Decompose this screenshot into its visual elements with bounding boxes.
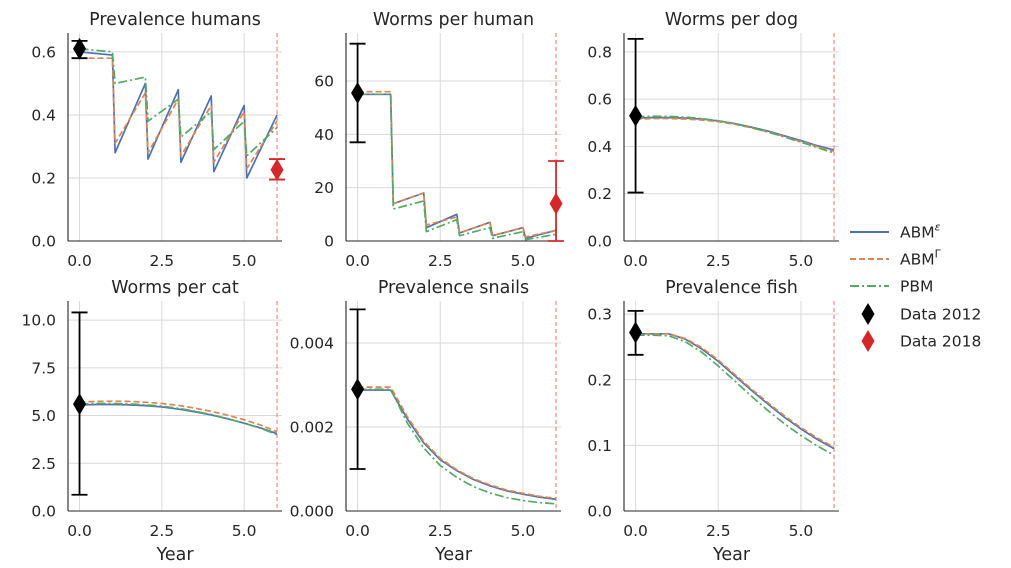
subplot-5: 0.000 0.002 0.004 0.0 2.5 5.0 Prevalence snail… (290, 278, 561, 565)
legend-marker-data-2018 (861, 330, 875, 352)
series-line-abm-gamma (635, 117, 835, 153)
x-tick-label: 5.0 (789, 522, 814, 540)
subplot-6: 0.0 0.1 0.2 0.3 0.0 2.5 5.0 Prevalence fish Year (587, 278, 839, 565)
legend-sup-gamma: Γ (935, 248, 942, 261)
subplot-title: Worms per human (373, 10, 534, 30)
series-line-abm-gamma (357, 386, 557, 500)
x-tick-label: 2.5 (150, 522, 175, 540)
legend-label-data-2018: Data 2018 (900, 333, 981, 351)
legend: ABMε ABMΓ PBM Data 2012 Data 2018 (850, 221, 981, 352)
marker-data-2012 (629, 104, 643, 127)
y-tick-label: 0.0 (31, 233, 56, 251)
y-tick-label: 0.0 (587, 233, 612, 251)
subplot-grid: 0.0 0.2 0.4 0.6 0.0 2.5 5.0 Prevalence humans 0 2… (21, 10, 839, 565)
marker-data-2012 (351, 378, 365, 401)
x-axis-label: Year (712, 545, 751, 565)
subplot-title: Prevalence humans (89, 10, 261, 30)
subplot-title: Prevalence fish (665, 278, 798, 298)
y-tick-label: 0.002 (290, 419, 334, 437)
marker-data-2012 (351, 82, 365, 104)
x-tick-label: 2.5 (428, 252, 453, 270)
series-line-abm-eps (357, 389, 557, 501)
marker-data-2018 (270, 158, 284, 181)
series-line-abm-eps (79, 403, 278, 435)
x-tick-label: 5.0 (789, 252, 814, 270)
x-tick-label: 2.5 (706, 522, 731, 540)
marker-data-2012 (73, 37, 87, 60)
marker-data-2012 (629, 321, 643, 344)
x-tick-label: 5.0 (511, 522, 536, 540)
x-tick-label: 2.5 (428, 522, 453, 540)
series-line-abm-gamma (79, 57, 278, 170)
y-tick-label: 2.5 (31, 455, 56, 473)
y-tick-label: 0.6 (587, 91, 612, 109)
y-tick-label: 0.3 (587, 306, 612, 324)
legend-sup-epsilon: ε (935, 221, 941, 234)
x-axis-label: Year (155, 545, 194, 565)
legend-label-data-2012: Data 2012 (900, 306, 981, 324)
y-tick-label: 0.2 (31, 169, 56, 187)
subplot-title: Prevalence snails (378, 278, 529, 298)
x-tick-label: 0.0 (623, 252, 648, 270)
x-tick-label: 0.0 (67, 252, 92, 270)
series-line-abm-eps (357, 93, 557, 240)
y-tick-label: 0 (324, 233, 334, 251)
x-tick-label: 2.5 (150, 252, 175, 270)
marker-data-2012 (73, 393, 87, 416)
x-tick-label: 0.0 (67, 522, 92, 540)
x-tick-label: 2.5 (706, 252, 731, 270)
legend-label-abm-gamma: ABMΓ (900, 248, 942, 269)
series-line-pbm (635, 115, 835, 154)
series-line-abm-gamma (79, 400, 278, 433)
series-line-pbm (79, 402, 278, 436)
marker-data-2018 (549, 192, 563, 215)
y-tick-label: 0.000 (290, 503, 334, 521)
x-tick-label: 0.0 (345, 252, 370, 270)
series-line-pbm (79, 47, 278, 157)
x-tick-label: 0.0 (345, 522, 370, 540)
subplot-4: 0.0 2.5 5.0 7.5 10.0 0.0 2.5 5.0 Worms per cat Ye… (21, 278, 282, 565)
y-tick-label: 0.004 (290, 335, 334, 353)
subplot-3: 0.0 0.2 0.4 0.6 0.8 0.0 2.5 5.0 Worms per dog (587, 10, 839, 270)
x-tick-label: 5.0 (232, 522, 257, 540)
subplot-title: Worms per cat (111, 278, 239, 298)
y-tick-label: 0.4 (31, 106, 56, 124)
y-tick-label: 0.1 (587, 437, 612, 455)
legend-marker-data-2012 (861, 303, 875, 325)
y-tick-label: 0.0 (587, 503, 612, 521)
x-tick-label: 0.0 (623, 522, 648, 540)
y-tick-label: 10.0 (21, 312, 56, 330)
series-line-pbm (357, 388, 557, 505)
subplot-2: 0 20 40 60 0.0 2.5 5.0 Worms per human (314, 10, 565, 270)
legend-label-pbm: PBM (900, 278, 933, 296)
x-tick-label: 5.0 (511, 252, 536, 270)
subplot-1: 0.0 0.2 0.4 0.6 0.0 2.5 5.0 Prevalence humans (31, 10, 286, 270)
y-tick-label: 0.2 (587, 371, 612, 389)
y-tick-label: 0.8 (587, 43, 612, 61)
legend-label-abm-eps: ABMε (900, 221, 941, 242)
y-tick-label: 40 (314, 126, 334, 144)
series-line-abm-eps (635, 332, 835, 450)
y-tick-label: 0.6 (31, 43, 56, 61)
series-line-abm-gamma (635, 332, 835, 449)
y-tick-label: 60 (314, 73, 334, 91)
y-tick-label: 0.4 (587, 138, 612, 156)
series-line-pbm (635, 334, 835, 456)
y-tick-label: 5.0 (31, 407, 56, 425)
y-tick-label: 20 (314, 179, 334, 197)
x-axis-label: Year (434, 545, 473, 565)
y-tick-label: 0.2 (587, 185, 612, 203)
y-tick-label: 7.5 (31, 359, 56, 377)
subplot-title: Worms per dog (665, 10, 798, 30)
series-line-pbm (357, 93, 557, 241)
y-tick-label: 0.0 (31, 503, 56, 521)
series-line-abm-eps (635, 116, 835, 151)
x-tick-label: 5.0 (232, 252, 257, 270)
